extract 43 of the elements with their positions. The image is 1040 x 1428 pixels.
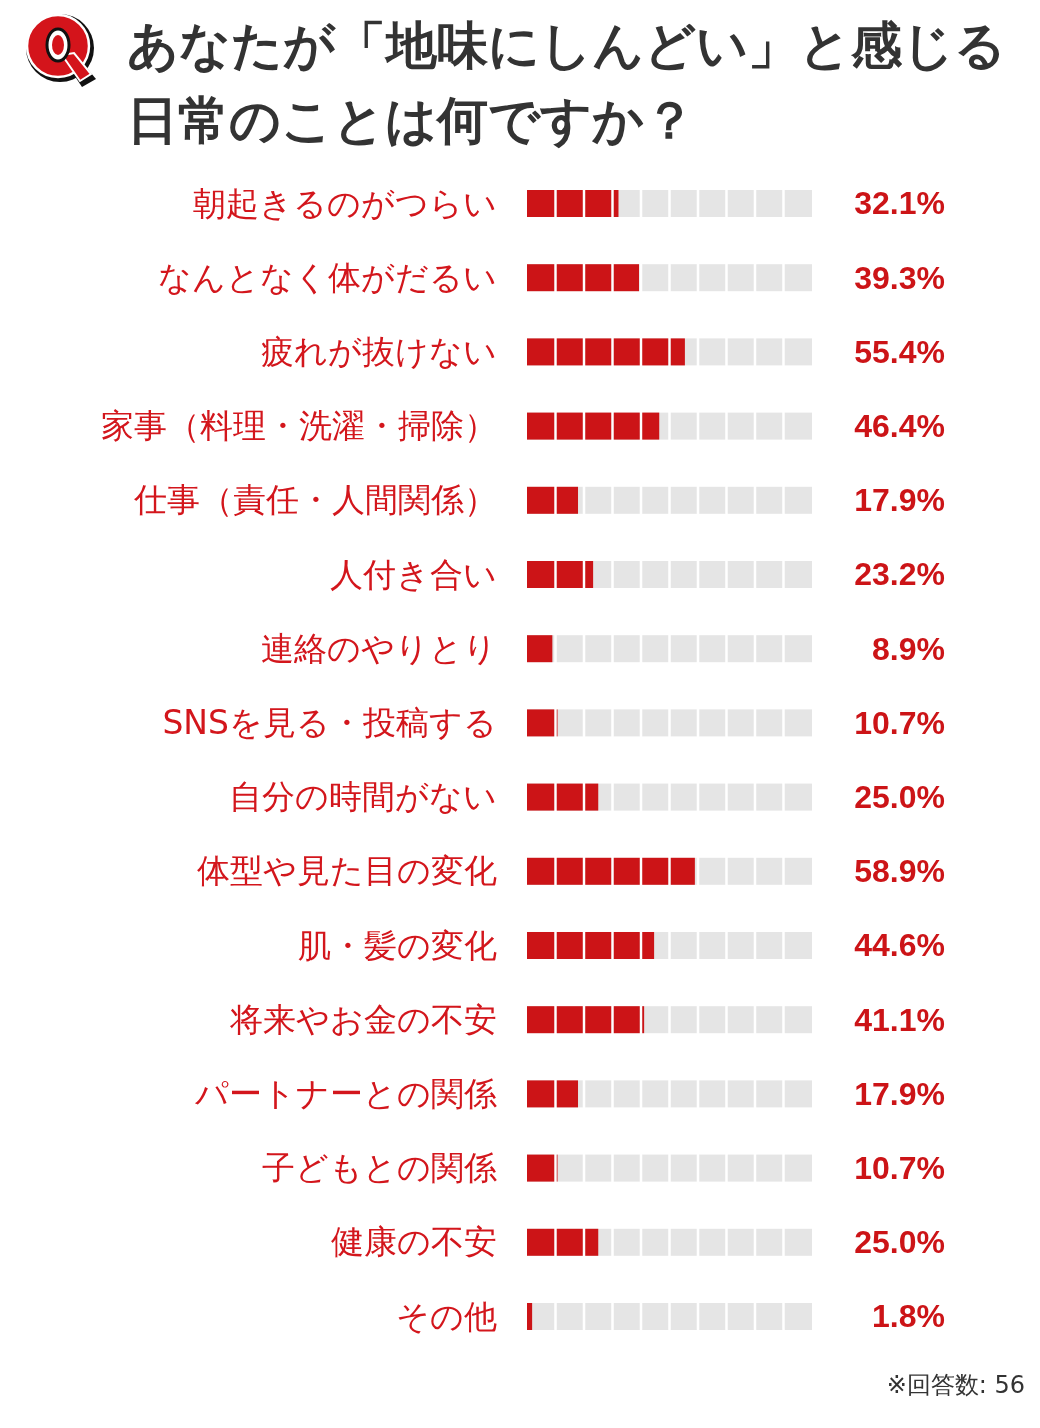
y-tick-label: 連絡のやりとり (261, 628, 497, 668)
y-tick-label: 肌・髪の変化 (298, 925, 497, 965)
bar (527, 709, 558, 737)
data-label: 41.1% (854, 1001, 945, 1038)
text: ※回答数: 56 (886, 1370, 1025, 1401)
bar (527, 783, 599, 811)
y-tick-label: 自分の時間がない (229, 777, 497, 817)
y-tick-label: 疲れが抜けない (261, 332, 497, 371)
data-label: 46.4% (854, 408, 945, 445)
y-tick-label: 仕事（責任・人間関係） (133, 480, 497, 520)
data-label: 17.9% (854, 482, 945, 519)
bar (527, 1228, 599, 1256)
data-label: 17.9% (854, 1075, 945, 1112)
bar (527, 1080, 579, 1108)
bar (527, 561, 594, 588)
data-label: 10.7% (854, 704, 945, 741)
chart-title: あなたが「地味にしんどい」と感じる日常のことは何ですか？ (127, 15, 1007, 152)
data-label: 8.9% (872, 630, 945, 667)
bar (527, 1302, 533, 1330)
y-tick-label: 子どもとの関係 (262, 1148, 497, 1188)
y-tick-label: 体型や見た目の変化 (197, 851, 497, 891)
bar (527, 486, 579, 514)
y-tick-label: 朝起きるのがつらい (193, 183, 497, 223)
data-label: 55.4% (854, 333, 945, 370)
data-label: 58.9% (854, 853, 945, 890)
y-tick-label: 家事（料理・洗濯・掃除） (101, 406, 497, 446)
y-tick-label: 将来やお金の不安 (229, 999, 497, 1039)
data-label: 44.6% (854, 927, 945, 964)
data-label: 1.8% (872, 1298, 945, 1335)
y-tick-label: その他 (396, 1296, 497, 1336)
data-label: 23.2% (854, 556, 945, 593)
y-tick-label: 人付き合い (330, 554, 497, 594)
bar (527, 635, 553, 663)
data-label: 39.3% (854, 259, 945, 296)
data-label: 25.0% (854, 1224, 945, 1261)
y-tick-label: SNSを見る・投稿する (162, 702, 497, 742)
data-label: 25.0% (854, 779, 945, 816)
y-tick-label: なんとなく体がだるい (158, 257, 497, 297)
data-label: 10.7% (854, 1150, 945, 1187)
y-tick-label: パートナーとの関係 (194, 1073, 497, 1113)
bar (527, 1154, 558, 1182)
data-label: 32.1% (854, 185, 945, 222)
y-tick-label: 健康の不安 (331, 1222, 497, 1262)
